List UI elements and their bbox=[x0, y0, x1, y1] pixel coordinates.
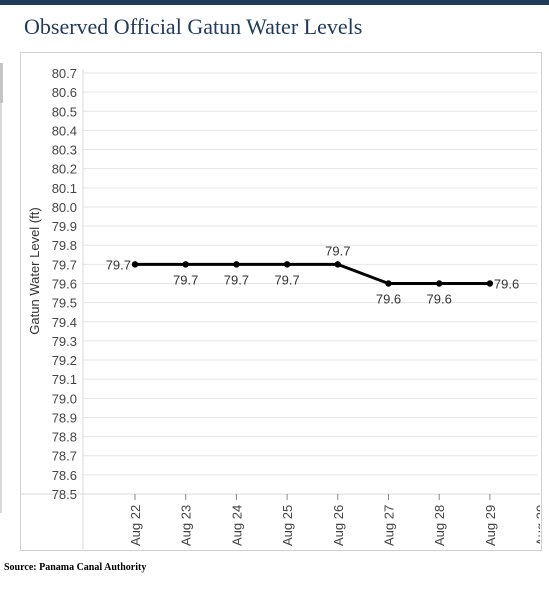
data-label: 79.7 bbox=[224, 272, 249, 287]
y-tick-label: 80.2 bbox=[52, 162, 77, 177]
x-tick-label: Aug 22 bbox=[128, 505, 143, 546]
y-tick-label: 80.3 bbox=[52, 143, 77, 158]
y-tick-label: 80.7 bbox=[52, 66, 77, 81]
y-tick-label: 79.3 bbox=[52, 334, 77, 349]
y-tick-label: 80.1 bbox=[52, 181, 77, 196]
y-tick-label: 79.8 bbox=[52, 238, 77, 253]
data-point[interactable] bbox=[131, 261, 139, 268]
data-label: 79.7 bbox=[325, 243, 350, 258]
y-tick-label: 80.0 bbox=[52, 200, 77, 215]
y-tick-label: 79.1 bbox=[52, 372, 77, 387]
source-note: Source: Panama Canal Authority bbox=[4, 562, 147, 573]
x-tick-label: Aug 26 bbox=[331, 505, 346, 546]
chart-panel bbox=[20, 52, 542, 551]
series-line bbox=[135, 262, 490, 285]
data-point[interactable] bbox=[436, 280, 443, 287]
data-label: 79.6 bbox=[427, 292, 452, 307]
x-tick-label: Aug 30 bbox=[534, 505, 540, 546]
y-axis-label: Gatun Water Level (ft) bbox=[27, 207, 42, 334]
x-tick-label: Aug 23 bbox=[179, 505, 194, 546]
data-label: 79.7 bbox=[106, 257, 131, 272]
grid-lines bbox=[20, 69, 540, 549]
data-point[interactable] bbox=[283, 261, 291, 268]
x-axis-ticks: Aug 22 Aug 23 Aug 24 Aug 25 Aug 26 Aug 27 Aug … bbox=[128, 494, 540, 546]
y-tick-label: 79.4 bbox=[52, 315, 77, 330]
side-divider-accent bbox=[0, 63, 3, 103]
y-tick-label: 78.8 bbox=[52, 430, 77, 445]
data-label: 79.6 bbox=[376, 292, 401, 307]
x-tick-label: Aug 25 bbox=[280, 505, 295, 546]
x-tick-label: Aug 27 bbox=[382, 505, 397, 546]
data-point[interactable] bbox=[486, 280, 494, 287]
y-tick-label: 78.9 bbox=[52, 410, 77, 425]
series-line-group bbox=[135, 262, 490, 285]
y-tick-label: 79.7 bbox=[52, 257, 77, 272]
data-labels: 79.7 79.7 79.7 79.7 79.7 79.6 79.6 79.6 bbox=[106, 243, 520, 306]
chart-title: Observed Official Gatun Water Levels bbox=[24, 14, 363, 39]
y-tick-label: 78.6 bbox=[52, 468, 77, 483]
y-tick-label: 80.4 bbox=[52, 123, 77, 138]
side-divider bbox=[0, 63, 2, 513]
line-chart[interactable]: 80.7 80.6 80.5 80.4 80.3 80.2 80.1 80.0 79.9 79.8… bbox=[20, 52, 540, 549]
data-points[interactable] bbox=[131, 261, 494, 287]
y-tick-label: 79.6 bbox=[52, 277, 77, 292]
y-tick-label: 78.7 bbox=[52, 449, 77, 464]
header-bar bbox=[0, 0, 549, 5]
y-tick-label: 79.2 bbox=[52, 353, 77, 368]
data-label: 79.6 bbox=[494, 277, 519, 292]
x-tick-label: Aug 29 bbox=[483, 505, 498, 546]
x-tick-label: Aug 24 bbox=[229, 505, 244, 546]
y-tick-label: 80.5 bbox=[52, 104, 77, 119]
data-point[interactable] bbox=[334, 261, 341, 268]
y-tick-label: 78.5 bbox=[52, 487, 77, 502]
x-tick-label: Aug 28 bbox=[432, 505, 447, 546]
y-tick-label: 79.5 bbox=[52, 296, 77, 311]
data-point[interactable] bbox=[385, 280, 392, 287]
data-point[interactable] bbox=[182, 261, 189, 268]
y-tick-label: 79.9 bbox=[52, 219, 77, 234]
y-axis-ticks: 80.7 80.6 80.5 80.4 80.3 80.2 80.1 80.0 79.9 79.8… bbox=[52, 66, 77, 502]
data-label: 79.7 bbox=[274, 272, 299, 287]
data-point[interactable] bbox=[233, 261, 240, 268]
y-tick-label: 79.0 bbox=[52, 391, 77, 406]
data-label: 79.7 bbox=[173, 272, 198, 287]
y-tick-label: 80.6 bbox=[52, 85, 77, 100]
